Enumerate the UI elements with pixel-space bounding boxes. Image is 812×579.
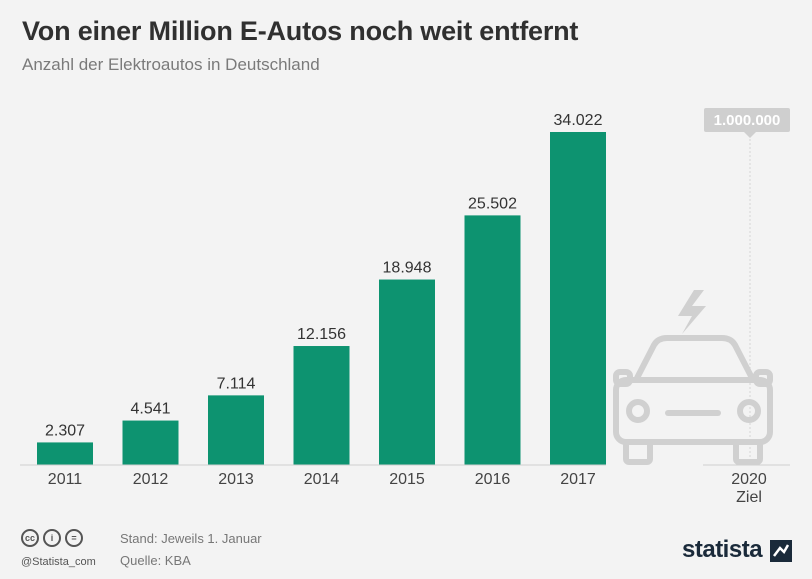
target-value-label: 1.000.000 xyxy=(714,112,781,129)
value-label-2014: 12.156 xyxy=(297,326,346,343)
bar-2014 xyxy=(293,346,350,465)
footer: cc i = @Statista_com Stand: Jeweils 1. J… xyxy=(0,522,812,579)
bar-2011 xyxy=(37,442,93,465)
bar-chart: 2.307 2011 4.541 2012 7.114 2013 12.156 2014 18.… xyxy=(20,108,790,506)
bar-2012 xyxy=(122,420,179,465)
statista-logo[interactable]: statista xyxy=(682,536,763,563)
data-note: Stand: Jeweils 1. Januar xyxy=(120,531,262,546)
nd-icon[interactable]: = xyxy=(65,529,83,547)
value-label-2011: 2.307 xyxy=(45,422,85,439)
category-label-2011: 2011 xyxy=(48,471,83,488)
electric-car-icon xyxy=(613,290,773,465)
target-callout: 1.000.000 xyxy=(704,108,790,138)
target-callout-box xyxy=(704,108,790,132)
by-icon[interactable]: i xyxy=(43,529,61,547)
category-label-2013: 2013 xyxy=(218,471,254,488)
bar-2016 xyxy=(464,215,521,465)
target-sublabel: Ziel xyxy=(736,489,762,506)
cc-icon[interactable]: cc xyxy=(21,529,39,547)
target-callout-pointer xyxy=(744,132,756,138)
value-label-2017: 34.022 xyxy=(554,112,603,129)
chart-subtitle: Anzahl der Elektroautos in Deutschland xyxy=(22,55,320,74)
statista-handle[interactable]: @Statista_com xyxy=(21,556,96,568)
value-label-2012: 4.541 xyxy=(130,401,170,418)
license-icons: cc i = xyxy=(21,529,83,547)
category-label-2016: 2016 xyxy=(475,471,511,488)
bars-group: 2.307 2011 4.541 2012 7.114 2013 12.156 2014 18.… xyxy=(37,112,606,488)
value-label-2013: 7.114 xyxy=(217,375,256,392)
value-label-2015: 18.948 xyxy=(383,260,432,277)
statista-logo-icon xyxy=(770,540,792,562)
category-label-2017: 2017 xyxy=(560,471,596,488)
data-source: Quelle: KBA xyxy=(120,553,191,568)
bar-2017 xyxy=(550,132,606,465)
category-label-2015: 2015 xyxy=(389,471,425,488)
chart-title: Von einer Million E-Autos noch weit entf… xyxy=(22,16,579,46)
category-label-2012: 2012 xyxy=(133,471,169,488)
target-category-label: 2020 xyxy=(731,471,767,488)
category-label-2014: 2014 xyxy=(304,471,340,488)
bar-2013 xyxy=(208,395,264,465)
bar-2015 xyxy=(379,279,435,465)
value-label-2016: 25.502 xyxy=(468,195,517,212)
